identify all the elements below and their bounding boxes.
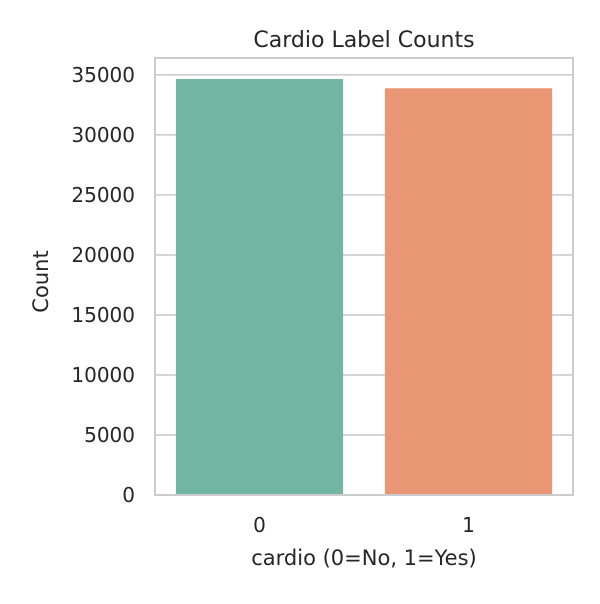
bar-1 bbox=[384, 88, 553, 495]
y-tick-label: 15000 bbox=[71, 303, 135, 327]
x-axis-label: cardio (0=No, 1=Yes) bbox=[251, 546, 476, 570]
bars bbox=[175, 79, 553, 495]
y-tick-label: 35000 bbox=[71, 63, 135, 87]
y-axis-label: Count bbox=[29, 250, 53, 312]
y-tick-label: 20000 bbox=[71, 243, 135, 267]
y-tick-label: 25000 bbox=[71, 183, 135, 207]
y-tick-label: 5000 bbox=[84, 423, 135, 447]
plot-frame bbox=[154, 57, 574, 496]
chart-title: Cardio Label Counts bbox=[253, 28, 474, 53]
x-tick-label: 0 bbox=[253, 513, 266, 537]
y-tick-label: 10000 bbox=[71, 363, 135, 387]
bar-0 bbox=[175, 79, 344, 495]
y-tick-label: 0 bbox=[122, 483, 135, 507]
x-tick-label: 1 bbox=[462, 513, 475, 537]
y-tick-label: 30000 bbox=[71, 123, 135, 147]
y-tick-labels: 0 5000 10000 15000 20000 25000 30000 35000 bbox=[71, 63, 135, 507]
